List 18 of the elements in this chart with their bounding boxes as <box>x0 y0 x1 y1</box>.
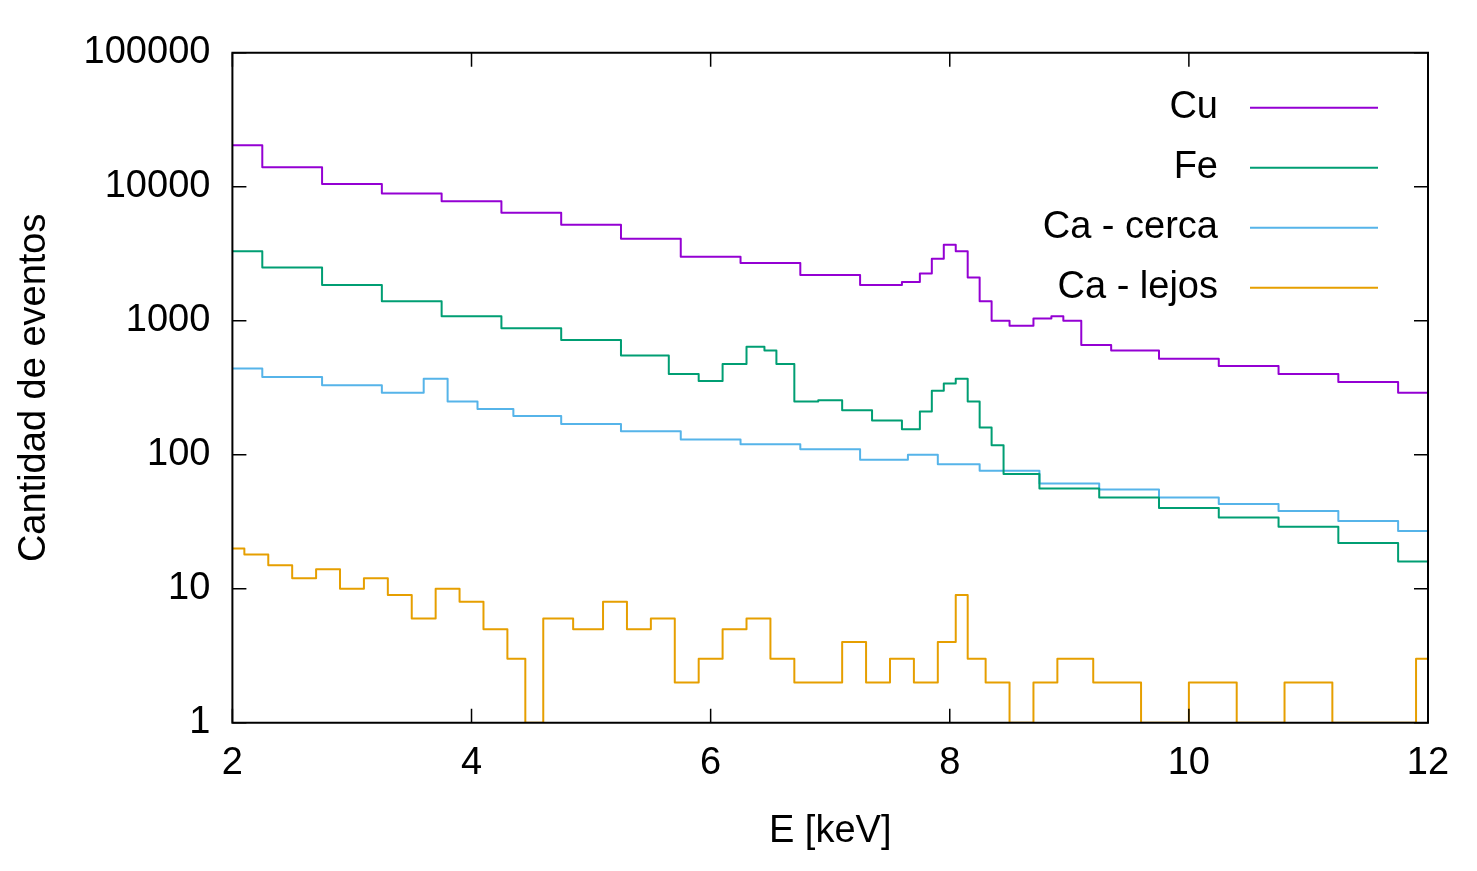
legend-label: Ca - cerca <box>1042 204 1219 247</box>
legend-label: Cu <box>1169 84 1218 127</box>
y-tick-label: 100 <box>147 431 211 474</box>
legend-label: Ca - lejos <box>1057 264 1218 307</box>
y-axis-title: Cantidad de eventos <box>11 213 54 563</box>
x-tick-label: 6 <box>700 740 722 783</box>
x-tick-label: 8 <box>939 740 961 783</box>
x-tick-label: 12 <box>1406 740 1450 783</box>
y-tick-label: 10000 <box>104 163 211 206</box>
x-axis-title: E [keV] <box>768 807 892 850</box>
y-tick-label: 100000 <box>83 29 211 72</box>
x-tick-label: 4 <box>460 740 483 783</box>
legend-label: Fe <box>1173 144 1218 187</box>
y-tick-label: 10 <box>168 565 211 608</box>
y-tick-label: 1000 <box>125 297 211 340</box>
x-tick-label: 2 <box>221 740 243 783</box>
x-tick-label: 10 <box>1167 740 1211 783</box>
y-tick-label: 1 <box>189 699 211 742</box>
